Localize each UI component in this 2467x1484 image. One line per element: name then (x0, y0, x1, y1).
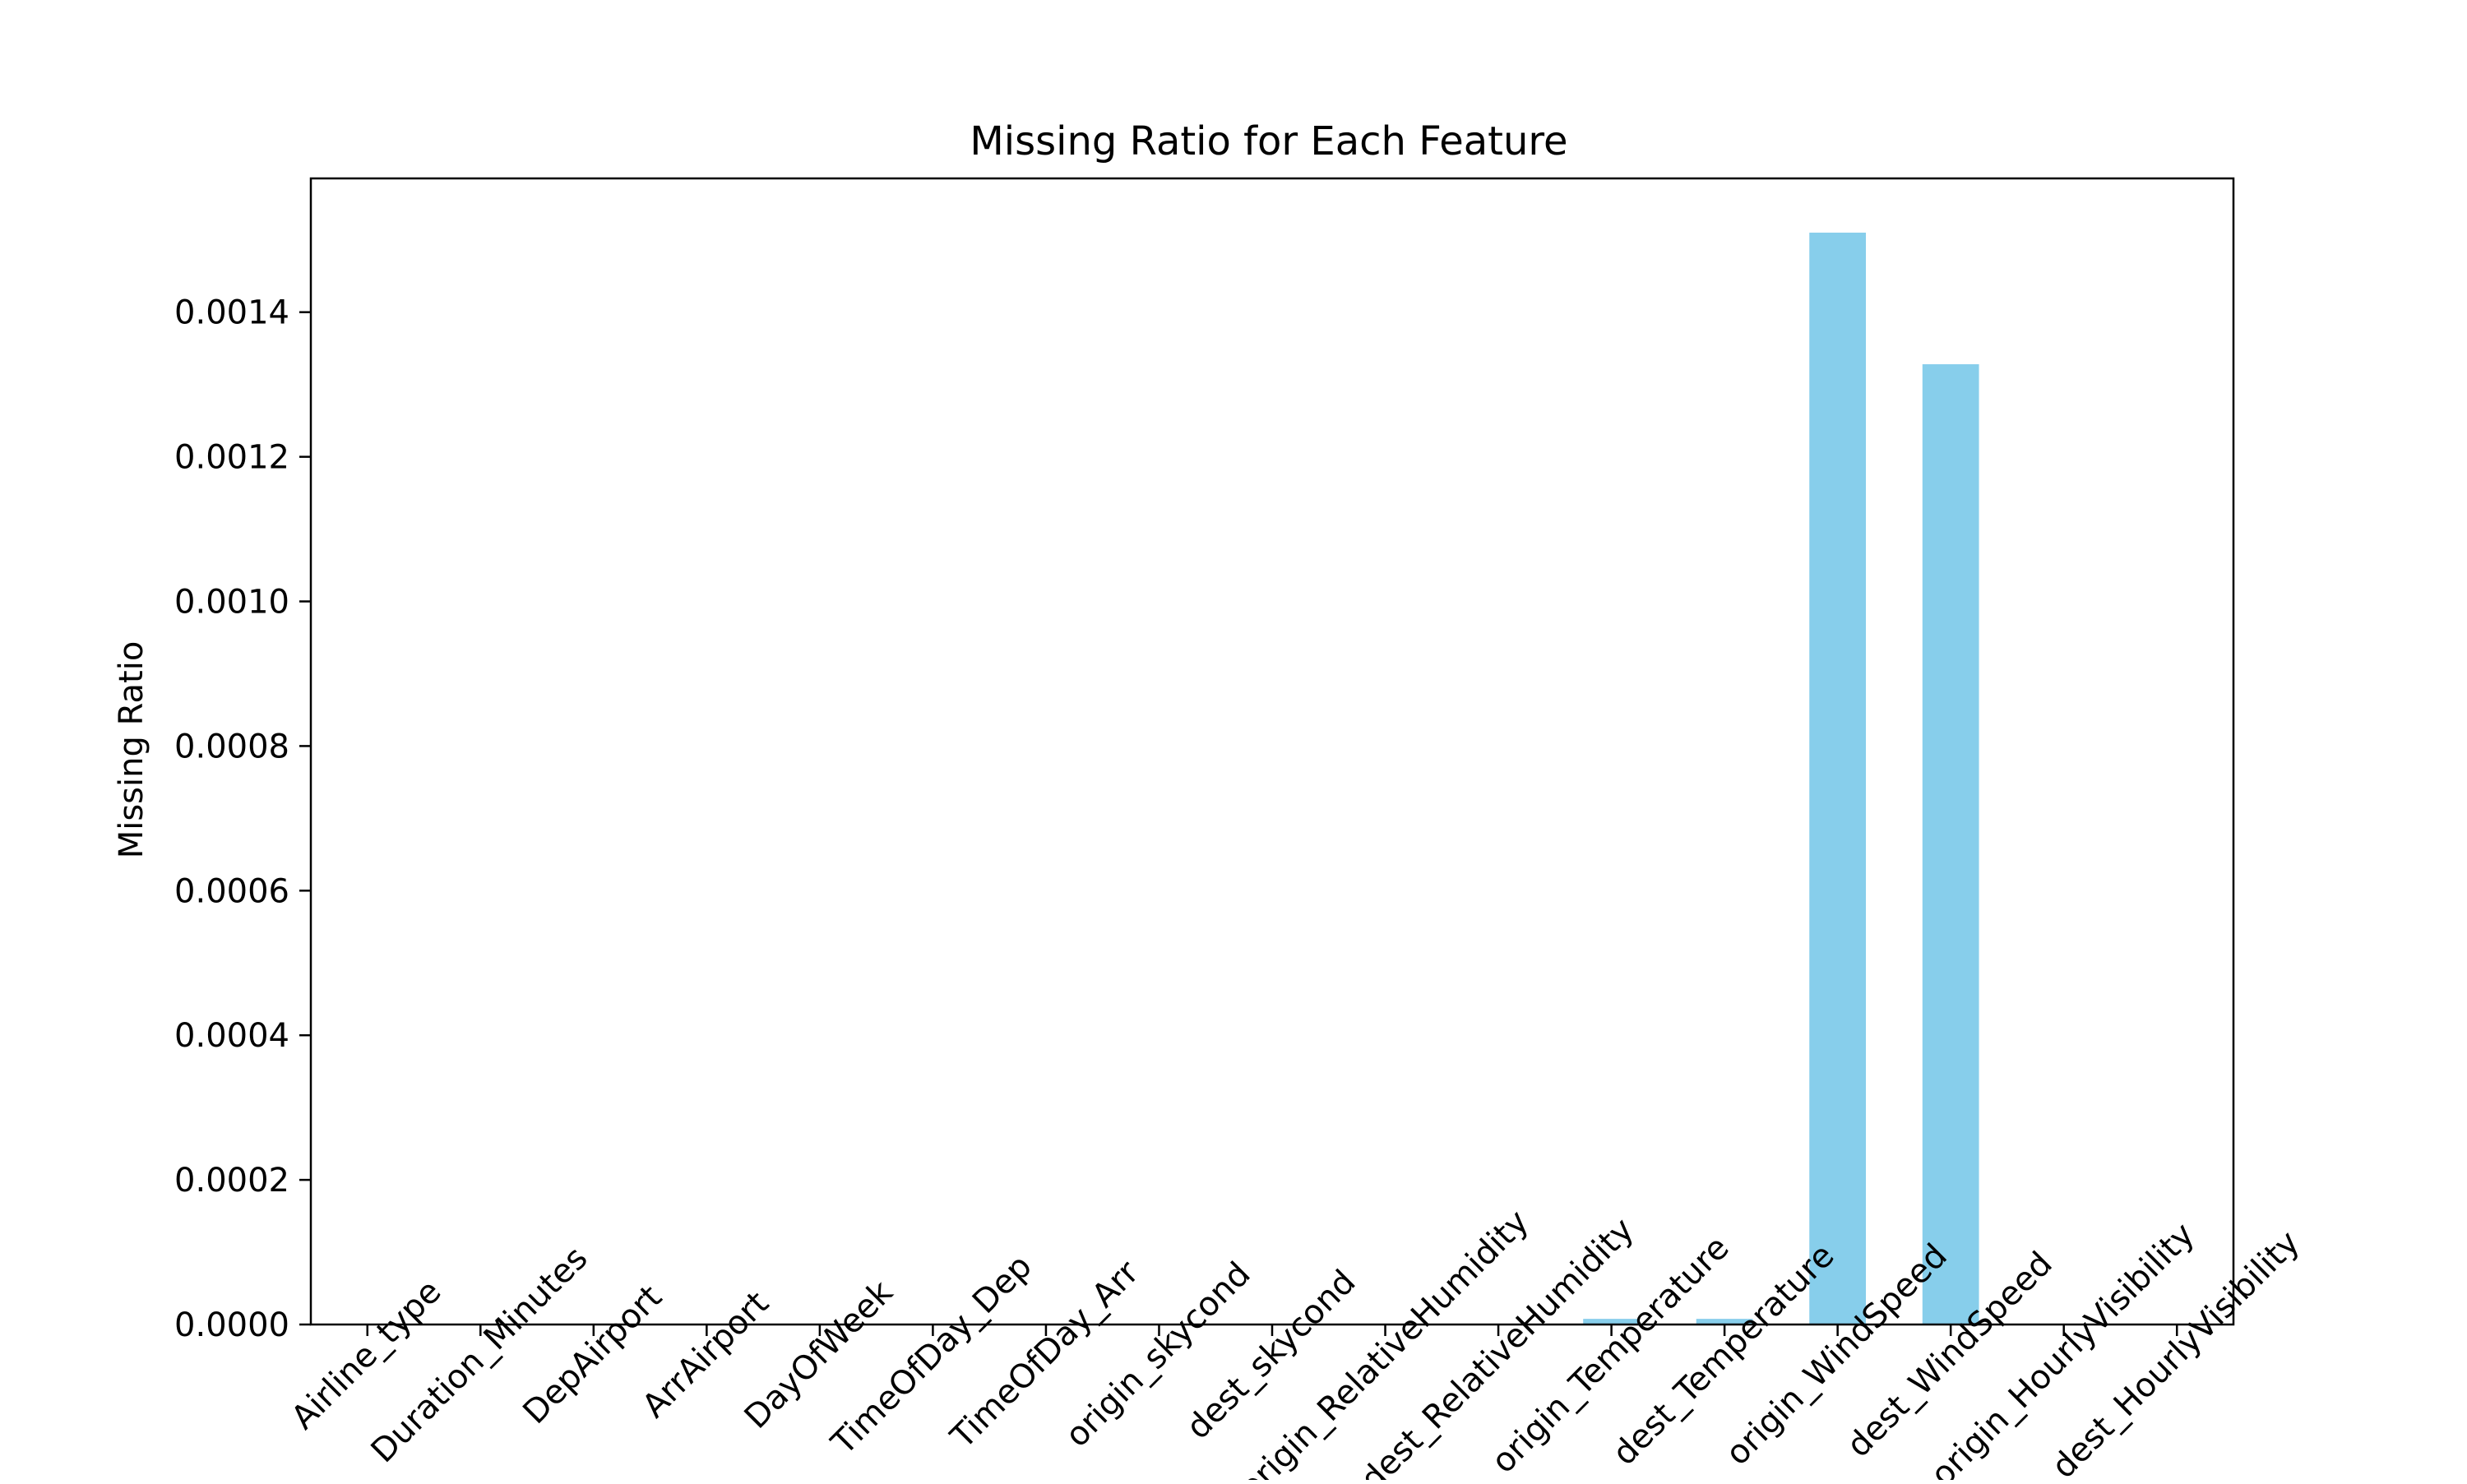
plot-area (309, 177, 2235, 1326)
y-tick-label: 0.0008 (174, 728, 289, 765)
bar-dest_Temperature (1696, 1319, 1753, 1325)
x-axis: Airline_typeDuration_MinutesDepAirportAr… (285, 1203, 2307, 1480)
x-tick-label: TimeOfDay_Dep (824, 1247, 1039, 1463)
x-tick-label: dest_Temperature (1605, 1237, 1841, 1472)
y-tick-label: 0.0012 (174, 439, 289, 477)
y-axis: 0.0000 0.0002 0.0004 0.0006 0.0008 0.0010 0.00… (174, 294, 311, 1344)
y-tick-label: 0.0010 (174, 584, 289, 622)
y-tick-label: 0.0000 (174, 1306, 289, 1344)
y-axis-label: Missing Ratio (113, 641, 150, 859)
bar-origin_Temperature (1583, 1319, 1640, 1325)
y-tick-label: 0.0006 (174, 872, 289, 910)
x-tick-label: TimeOfDay_Arr (943, 1253, 1146, 1456)
y-tick-label: 0.0004 (174, 1017, 289, 1055)
chart-title: Missing Ratio for Each Feature (970, 118, 1567, 164)
y-tick-label: 0.0002 (174, 1162, 289, 1200)
y-tick-label: 0.0014 (174, 294, 289, 332)
bar-origin_WindSpeed (1809, 232, 1867, 1325)
x-tick-label: Duration_Minutes (364, 1239, 595, 1470)
bar-dest_WindSpeed (1922, 364, 1979, 1325)
